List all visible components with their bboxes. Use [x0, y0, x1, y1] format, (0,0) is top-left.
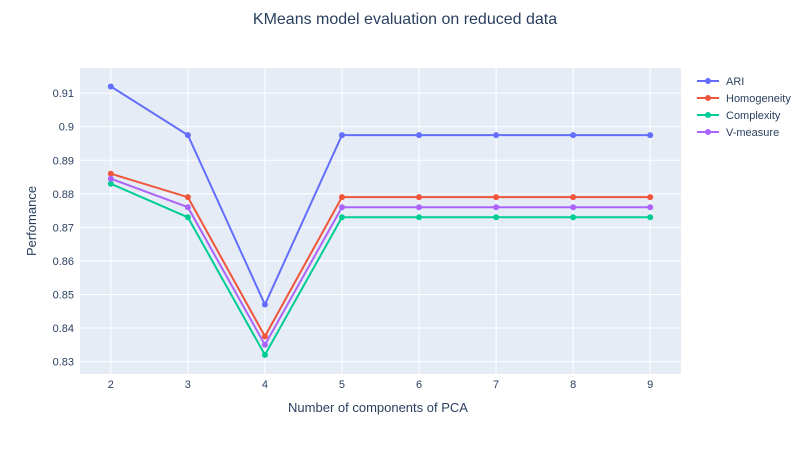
- data-point-v-measure[interactable]: [416, 204, 423, 211]
- data-point-ari[interactable]: [184, 132, 191, 139]
- data-point-ari[interactable]: [261, 301, 268, 308]
- x-tick-label: 4: [262, 379, 268, 391]
- x-tick-label: 7: [493, 379, 499, 391]
- data-point-complexity[interactable]: [338, 214, 345, 221]
- y-axis-title: Perfomance: [24, 186, 39, 256]
- series-ari[interactable]: [107, 83, 654, 308]
- series-complexity[interactable]: [107, 180, 654, 358]
- x-tick-label: 5: [339, 379, 345, 391]
- legend-swatch-marker: [705, 95, 711, 101]
- data-point-complexity[interactable]: [416, 214, 423, 221]
- data-point-ari[interactable]: [570, 132, 577, 139]
- y-axis-ticks: 0.83 0.84 0.85 0.86 0.87 0.88 0.89 0.9 0.91: [53, 88, 74, 368]
- data-point-complexity[interactable]: [493, 214, 500, 221]
- data-point-ari[interactable]: [416, 132, 423, 139]
- data-point-v-measure[interactable]: [107, 175, 114, 182]
- data-point-v-measure[interactable]: [647, 204, 654, 211]
- chart-title: KMeans model evaluation on reduced data: [253, 11, 557, 28]
- data-point-homogeneity[interactable]: [493, 194, 500, 201]
- plot-area: [80, 68, 681, 374]
- legend-item-v-measure[interactable]: V-measure: [697, 127, 779, 139]
- legend-item-ari[interactable]: ARI: [697, 76, 744, 88]
- data-point-v-measure[interactable]: [570, 204, 577, 211]
- legend-swatch-marker: [705, 78, 711, 84]
- data-point-homogeneity[interactable]: [184, 194, 191, 201]
- x-tick-label: 6: [416, 379, 422, 391]
- legend-label: ARI: [726, 76, 744, 88]
- data-point-complexity[interactable]: [570, 214, 577, 221]
- data-point-homogeneity[interactable]: [416, 194, 423, 201]
- x-axis-ticks: 2 3 4 5 6 7 8 9: [108, 379, 653, 391]
- y-tick-label: 0.83: [53, 357, 74, 369]
- x-tick-label: 8: [570, 379, 576, 391]
- legend-label: Complexity: [726, 110, 781, 122]
- x-tick-label: 9: [647, 379, 653, 391]
- data-point-v-measure[interactable]: [493, 204, 500, 211]
- data-point-ari[interactable]: [107, 83, 114, 90]
- data-point-homogeneity[interactable]: [338, 194, 345, 201]
- series-line-complexity: [110, 182, 651, 357]
- y-tick-label: 0.91: [53, 88, 74, 100]
- x-axis-title: Number of components of PCA: [288, 400, 468, 415]
- data-point-complexity[interactable]: [107, 180, 114, 187]
- legend[interactable]: ARI Homogeneity Complexity V-measure: [697, 76, 791, 139]
- series-layer: [107, 83, 654, 358]
- y-tick-label: 0.9: [59, 122, 74, 134]
- series-homogeneity[interactable]: [107, 170, 654, 340]
- gridlines: [80, 68, 681, 374]
- legend-label: Homogeneity: [726, 93, 791, 105]
- data-point-ari[interactable]: [338, 132, 345, 139]
- x-tick-label: 2: [108, 379, 114, 391]
- y-tick-label: 0.87: [53, 222, 74, 234]
- legend-item-homogeneity[interactable]: Homogeneity: [697, 93, 791, 105]
- data-point-v-measure[interactable]: [261, 341, 268, 348]
- data-point-complexity[interactable]: [647, 214, 654, 221]
- data-point-homogeneity[interactable]: [570, 194, 577, 201]
- series-v-measure[interactable]: [107, 175, 654, 348]
- series-line-homogeneity: [110, 172, 651, 339]
- legend-label: V-measure: [726, 127, 779, 139]
- y-tick-label: 0.89: [53, 155, 74, 167]
- series-line-v-measure: [110, 177, 651, 347]
- y-tick-label: 0.86: [53, 256, 74, 268]
- y-tick-label: 0.84: [53, 323, 74, 335]
- legend-item-complexity[interactable]: Complexity: [697, 110, 781, 122]
- data-point-v-measure[interactable]: [338, 204, 345, 211]
- legend-swatch-marker: [705, 112, 711, 118]
- series-line-ari: [110, 85, 651, 307]
- data-point-homogeneity[interactable]: [647, 194, 654, 201]
- data-point-v-measure[interactable]: [184, 204, 191, 211]
- data-point-complexity[interactable]: [261, 351, 268, 358]
- x-tick-label: 3: [185, 379, 191, 391]
- data-point-complexity[interactable]: [184, 214, 191, 221]
- data-point-homogeneity[interactable]: [261, 333, 268, 340]
- y-tick-label: 0.88: [53, 189, 74, 201]
- data-point-ari[interactable]: [647, 132, 654, 139]
- data-point-homogeneity[interactable]: [107, 170, 114, 177]
- data-point-ari[interactable]: [493, 132, 500, 139]
- legend-swatch-marker: [705, 129, 711, 135]
- y-tick-label: 0.85: [53, 289, 74, 301]
